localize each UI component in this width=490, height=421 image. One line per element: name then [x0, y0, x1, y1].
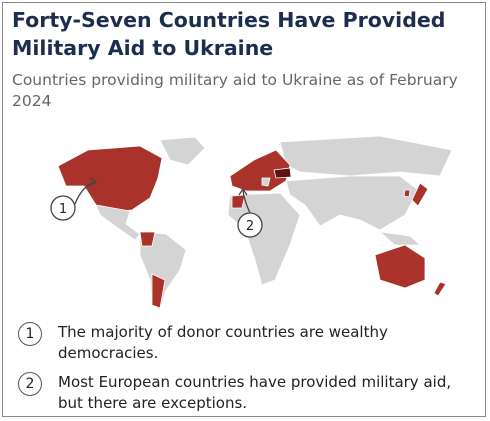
callout-circle — [50, 195, 76, 221]
russia — [279, 135, 453, 177]
callout-arrow — [242, 189, 251, 214]
morocco — [231, 194, 246, 209]
arrowhead — [238, 187, 248, 196]
southeast-asia-islands — [378, 231, 422, 246]
note-text: Most European countries have provided mi… — [58, 373, 452, 412]
callout-label: 1 — [59, 202, 67, 217]
callout-circle — [237, 212, 263, 238]
colombia — [139, 231, 156, 247]
callout-1: 1 — [50, 177, 98, 221]
greenland — [159, 136, 206, 166]
new-zealand — [433, 281, 447, 297]
ukraine — [273, 167, 292, 179]
note-text: The majority of donor countries are weal… — [58, 323, 388, 362]
central-america — [95, 204, 141, 241]
world-map: 1 2 — [50, 135, 453, 311]
north-america-donors — [57, 145, 163, 213]
asia — [285, 175, 419, 231]
subtitle: Countries providing military aid to Ukra… — [12, 71, 458, 110]
callout-2: 2 — [237, 187, 263, 238]
callout-label: 2 — [246, 219, 254, 234]
south-korea-japan — [403, 182, 429, 207]
frame — [2, 2, 486, 417]
callout-arrow — [74, 181, 96, 205]
title: Forty-Seven Countries Have Provided Mili… — [12, 8, 446, 60]
europe-exception — [261, 177, 271, 187]
note-number: 2 — [18, 372, 42, 396]
arrowhead — [88, 177, 98, 187]
australia — [374, 244, 426, 289]
south-america — [139, 231, 187, 311]
note-number: 1 — [18, 322, 42, 346]
argentina — [151, 273, 166, 309]
